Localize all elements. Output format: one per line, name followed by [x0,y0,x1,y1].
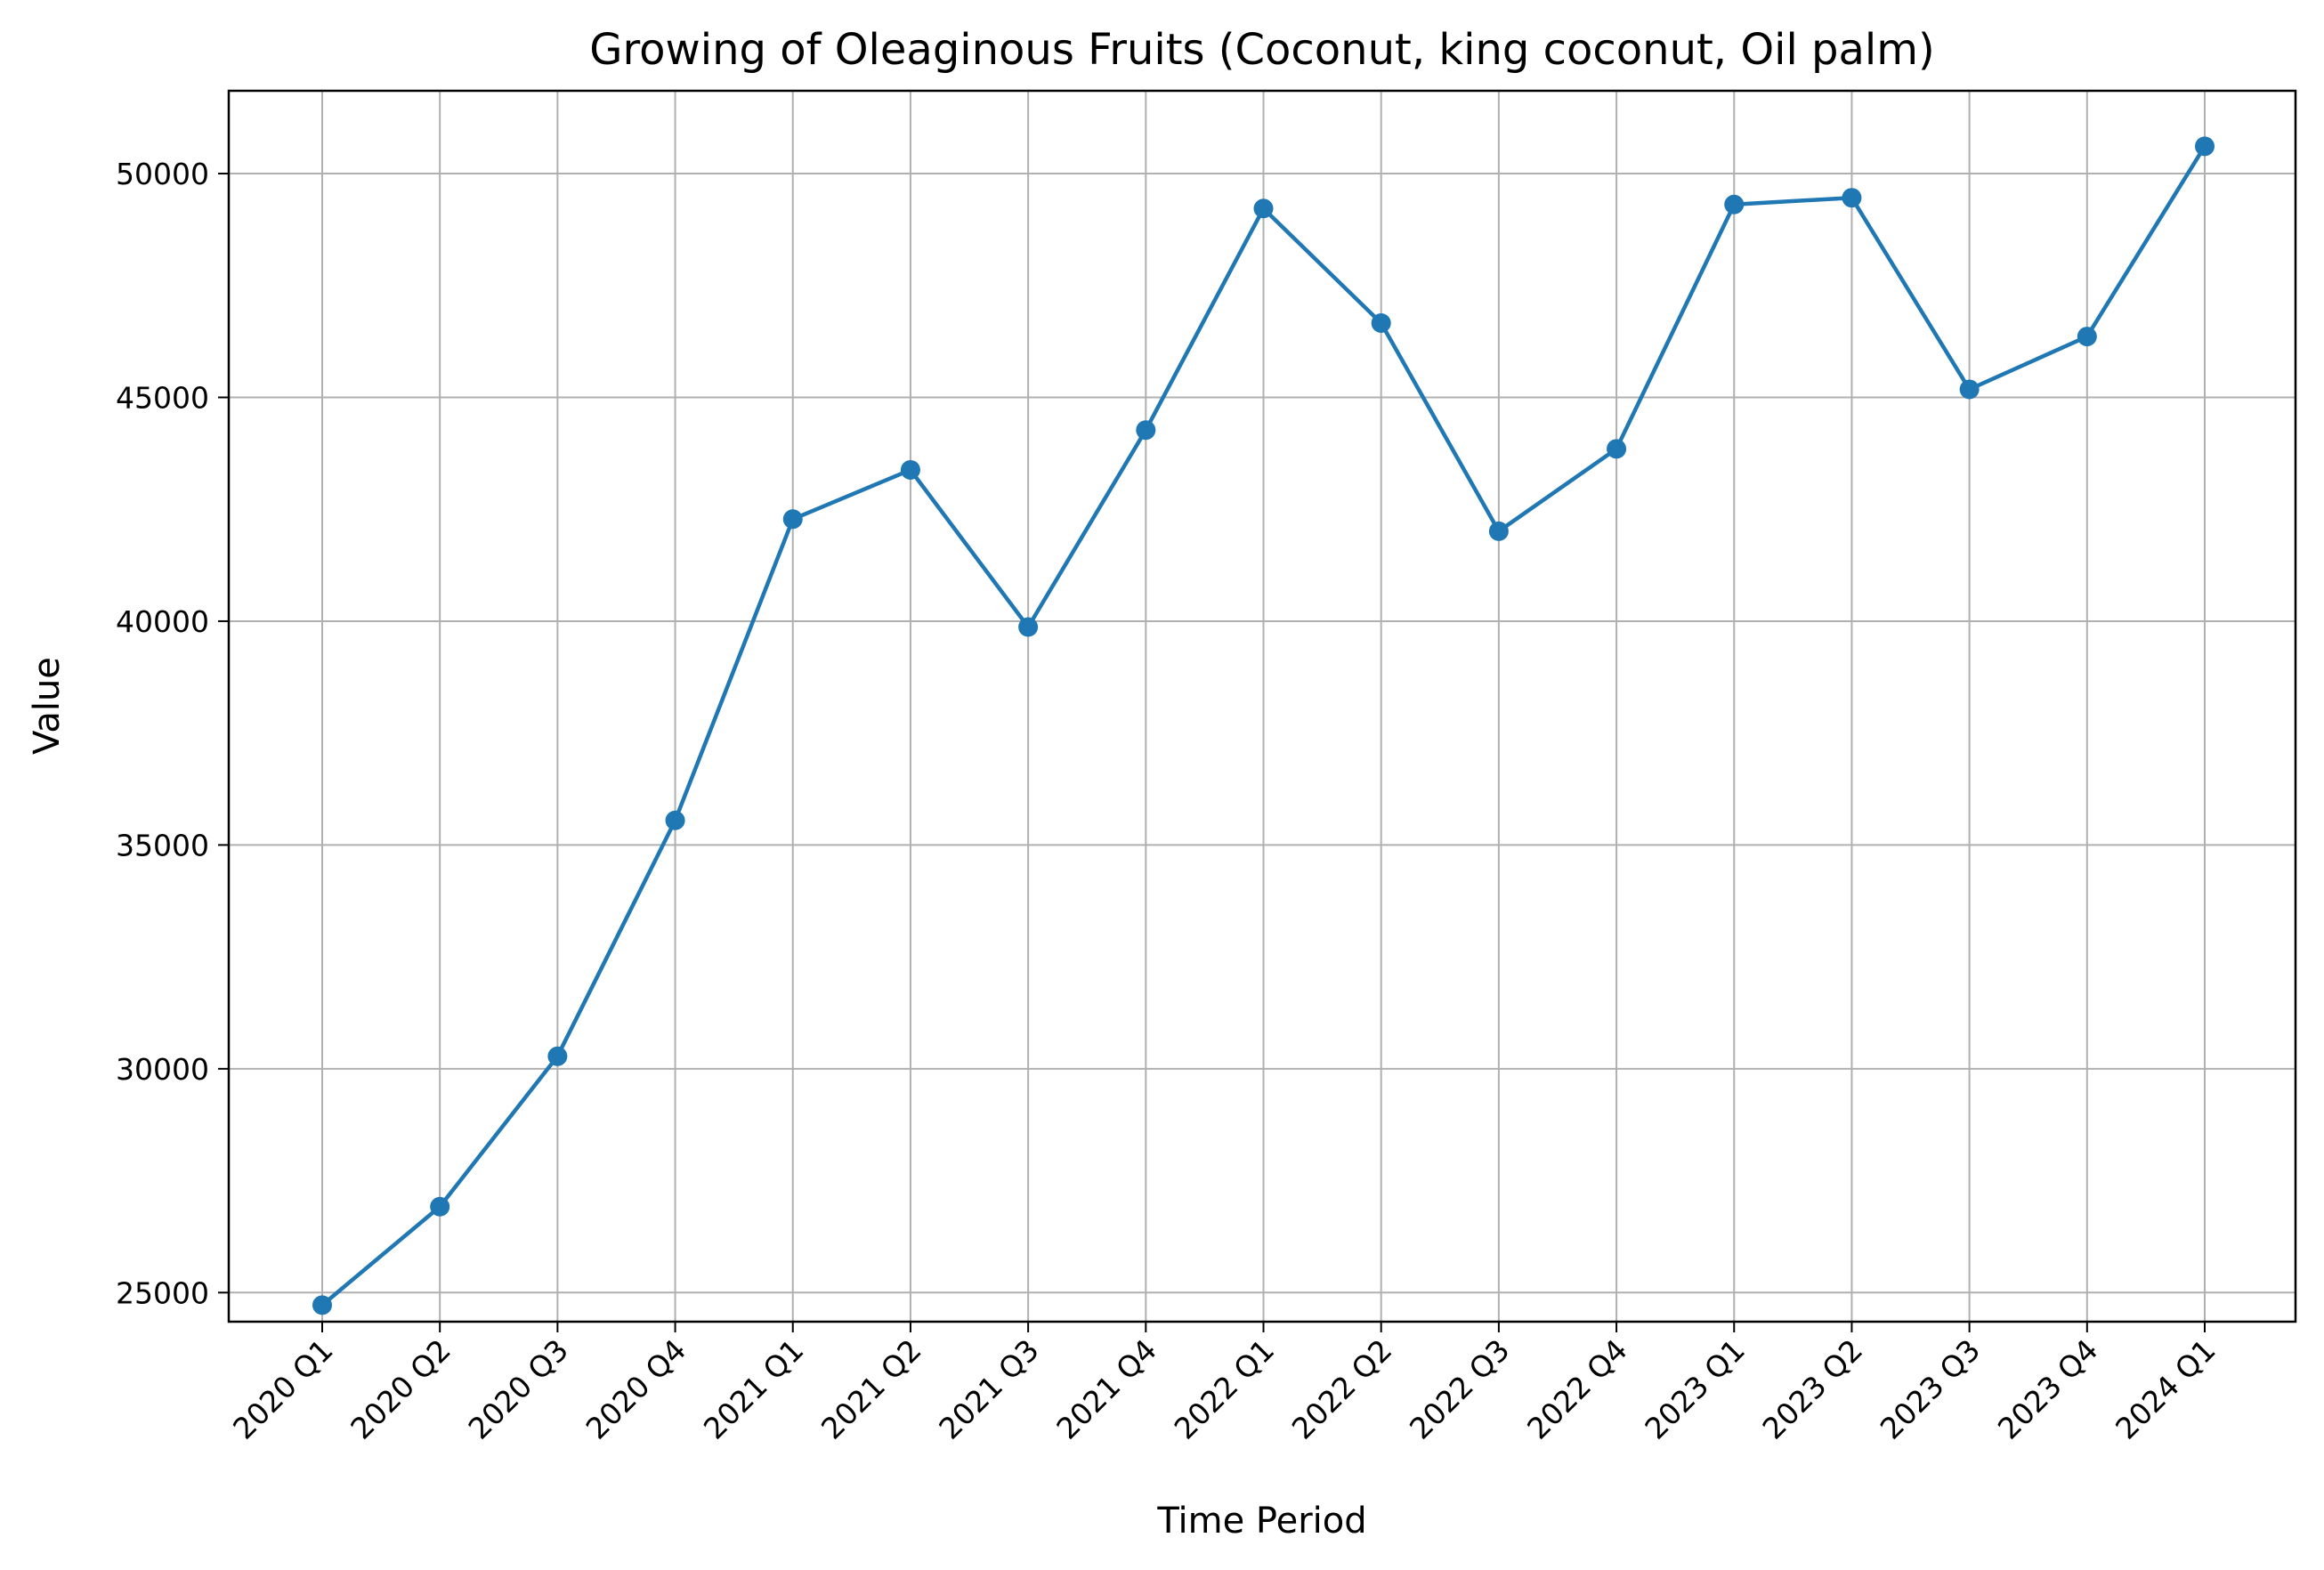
x-axis-label: Time Period [1156,1501,1366,1542]
data-point [2195,136,2215,157]
grid [229,91,2296,1322]
data-point [547,1046,568,1066]
y-axis-label: Value [27,657,68,755]
series-layer [312,136,2215,1315]
chart-title: Growing of Oleaginous Fruits (Coconut, k… [589,25,1934,75]
data-point [1136,420,1156,441]
y-tick-label: 50000 [116,157,209,191]
y-tick-label: 25000 [116,1275,209,1310]
data-point [900,459,920,480]
y-tick-label: 30000 [116,1052,209,1087]
data-point [312,1295,332,1315]
y-tick-label: 35000 [116,828,209,862]
data-point [1724,194,1745,214]
data-point [1371,313,1391,334]
data-point [1488,521,1509,541]
y-tick-label: 45000 [116,380,209,415]
data-point [665,810,685,830]
data-point [430,1196,450,1217]
data-point [1842,188,1862,208]
y-tick-label: 40000 [116,604,209,639]
data-point [1253,198,1274,219]
data-point [1018,617,1039,637]
data-point [2077,327,2097,347]
data-point [782,509,803,530]
y-axis: 25000 30000 35000 40000 45000 50000 [116,157,229,1310]
data-point [1959,379,1980,400]
plot-frame [227,89,2297,1323]
data-point [1607,439,1627,459]
